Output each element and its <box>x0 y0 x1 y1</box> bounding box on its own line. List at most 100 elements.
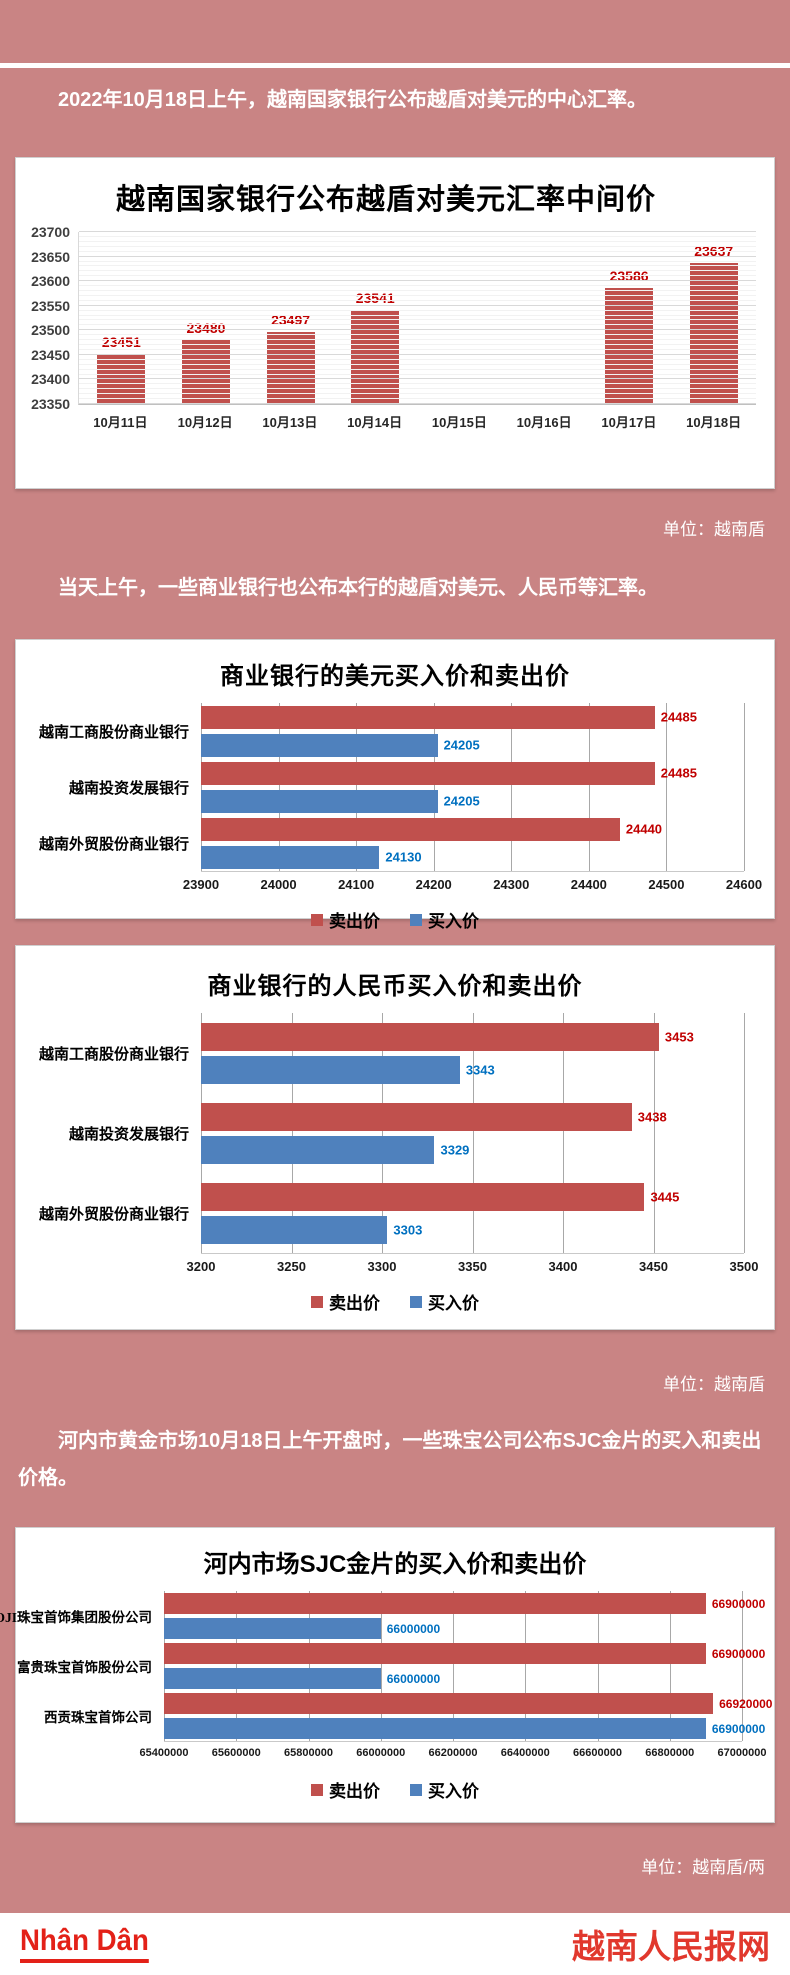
x-tick: 3400 <box>548 1259 578 1274</box>
plot-area: 66900000 66000000 66900000 66000000 66920000… <box>164 1591 772 1742</box>
legend-item: 卖出价 <box>311 907 380 932</box>
y-tick: 23400 <box>31 371 70 388</box>
x-tick: 65400000 <box>139 1747 189 1759</box>
chart-card-central-rate: 越南国家银行公布越盾对美元汇率中间价 23350 23400 23450 23500 2… <box>15 157 775 489</box>
chart-title: 越南国家银行公布越盾对美元汇率中间价 <box>115 184 656 216</box>
bar-买入价 <box>201 1135 435 1164</box>
x-axis-labels: 65400000 65600000 65800000 66000000 66200000… <box>140 1747 767 1769</box>
chart-card-usd: 商业银行的美元买入价和卖出价 越南工商股份商业银行 越南投资发展银行 越南外贸股份商… <box>15 639 775 931</box>
y-axis-labels: 23350 23400 23450 23500 23550 23600 23650 23700 <box>16 224 78 412</box>
bar-买入价 <box>164 1618 381 1639</box>
x-axis-labels: 23900 24000 24100 24200 24300 24400 24500 24600 <box>183 877 762 899</box>
x-tick: 3450 <box>639 1259 668 1274</box>
bar-卖出价 <box>164 1693 714 1714</box>
x-tick: 10月12日 <box>177 415 233 430</box>
x-tick: 10月17日 <box>601 415 657 430</box>
category-label: 越南投资发展银行 <box>68 780 189 797</box>
bar-value-label: 24485 <box>660 765 697 781</box>
bar-卖出价 <box>164 1643 706 1664</box>
chart-title: 商业银行的美元买入价和卖出价 <box>220 664 570 690</box>
unit-caption: 单位：越南盾 <box>663 1375 765 1394</box>
category-label: 西贡珠宝首饰公司 <box>44 1710 152 1725</box>
bar-买入价 <box>164 1668 381 1689</box>
legend-label: 卖出价 <box>329 912 380 931</box>
bar-value-label: 66900000 <box>711 1596 766 1611</box>
x-tick: 24500 <box>648 877 685 892</box>
x-tick: 65800000 <box>284 1747 333 1759</box>
legend-swatch <box>311 1783 323 1796</box>
plot-area: 23451 23480 23497 23541 23586 23637 <box>78 231 756 405</box>
bar-value-label: 66900000 <box>711 1721 766 1736</box>
bar-value-label: 23480 <box>186 320 226 337</box>
bar-卖出价 <box>201 705 655 729</box>
x-axis-labels: 3200 3250 3300 3350 3400 3450 3500 <box>187 1259 759 1281</box>
bar-买入价 <box>201 1055 460 1084</box>
chart-card-cny: 商业银行的人民币买入价和卖出价 越南工商股份商业银行越南投资发展银行越南外贸股份… <box>15 945 775 1330</box>
category-labels: DOJI珠宝首饰集团股份公司 富贵珠宝首饰股份公司 西贡珠宝首饰公司 <box>0 1591 164 1742</box>
unit-caption: 单位：越南盾 <box>663 520 765 539</box>
x-tick: 66200000 <box>428 1747 478 1759</box>
chart-title: 河内市场SJC金片的买入价和卖出价 <box>203 1551 587 1578</box>
y-tick: 23650 <box>31 248 70 265</box>
hbar-chart: 越南工商股份商业银行 越南投资发展银行 越南外贸股份商业银行 3453 3343 343… <box>16 1013 774 1254</box>
bar-value-label: 66920000 <box>719 1696 773 1711</box>
bar-买入价 <box>201 733 438 757</box>
legend-item: 卖出价 <box>311 1289 380 1314</box>
legend-item: 卖出价 <box>311 1777 380 1802</box>
bar-value-label: 3329 <box>440 1142 470 1157</box>
x-tick: 10月13日 <box>262 415 318 430</box>
y-tick: 23350 <box>31 396 70 412</box>
site-name[interactable]: 越南人民报网 <box>572 1928 770 1965</box>
bar <box>689 262 738 404</box>
plot-area: 3453 3343 3438 3329 3445 3303 <box>201 1013 745 1254</box>
x-tick: 24100 <box>338 877 375 892</box>
y-tick: 23600 <box>31 273 70 290</box>
bar-买入价 <box>201 789 438 813</box>
bar-value-label: 3303 <box>393 1222 423 1237</box>
legend: 卖出价 买入价 <box>16 1777 774 1802</box>
x-tick: 65600000 <box>211 1747 261 1759</box>
x-tick: 3350 <box>458 1259 487 1274</box>
x-tick: 66000000 <box>356 1747 406 1759</box>
hbar-chart: 越南工商股份商业银行 越南投资发展银行 越南外贸股份商业银行 24485 24205 2… <box>16 703 774 872</box>
unit-caption: 单位：越南盾/两 <box>641 1858 765 1877</box>
x-tick: 66800000 <box>645 1747 695 1759</box>
x-tick: 3200 <box>186 1259 216 1274</box>
category-label: 越南投资发展银行 <box>68 1126 189 1143</box>
bar <box>266 331 315 404</box>
paragraph-central-rate: 2022年10月18日上午，越南国家银行公布越盾对美元的中心汇率。 <box>58 89 647 111</box>
legend-item: 买入价 <box>410 1777 479 1802</box>
column-chart: 23350 23400 23450 23500 23550 23600 23650 23700… <box>16 224 756 412</box>
x-tick: 66400000 <box>500 1747 550 1759</box>
bar <box>605 288 654 404</box>
bar-value-label: 66900000 <box>711 1646 766 1661</box>
bar-value-label: 24440 <box>625 821 663 837</box>
bar-value-label: 3343 <box>465 1062 495 1077</box>
y-tick: 23550 <box>31 297 70 314</box>
paragraph-gold-market: 河内市黄金市场10月18日上午开盘时，一些珠宝公司公布SJC金片的买入和卖出价格… <box>18 1430 762 1489</box>
bar-买入价 <box>164 1718 706 1739</box>
legend: 卖出价 买入价 <box>16 1289 774 1314</box>
y-tick: 23700 <box>31 224 70 240</box>
x-tick: 3300 <box>367 1259 397 1274</box>
legend-label: 卖出价 <box>329 1782 380 1801</box>
bar-买入价 <box>201 1215 388 1244</box>
plot-area: 24485 24205 24485 24205 24440 24130 <box>201 703 745 872</box>
bar-value-label: 24205 <box>443 793 480 809</box>
bar-value-label: 24205 <box>443 737 480 753</box>
legend-label: 买入价 <box>428 1294 479 1313</box>
paragraph-commercial-banks: 当天上午，一些商业银行也公布本行的越盾对美元、人民币等汇率。 <box>58 577 658 599</box>
legend-label: 卖出价 <box>329 1294 380 1313</box>
category-label: 越南外贸股份商业银行 <box>38 1206 189 1223</box>
x-tick: 3500 <box>729 1259 759 1274</box>
chart-title: 商业银行的人民币买入价和卖出价 <box>207 974 583 1000</box>
y-tick: 23450 <box>31 346 70 363</box>
legend-label: 买入价 <box>428 912 479 931</box>
category-label: 越南工商股份商业银行 <box>38 1046 189 1063</box>
bar-卖出价 <box>164 1593 706 1614</box>
legend-swatch <box>311 913 323 926</box>
category-label: 富贵珠宝首饰股份公司 <box>17 1660 152 1675</box>
bar-value-label: 24485 <box>660 709 697 725</box>
bar-value-label: 3445 <box>650 1189 680 1204</box>
nhandan-logo[interactable]: Nhân Dân <box>20 1925 149 1963</box>
